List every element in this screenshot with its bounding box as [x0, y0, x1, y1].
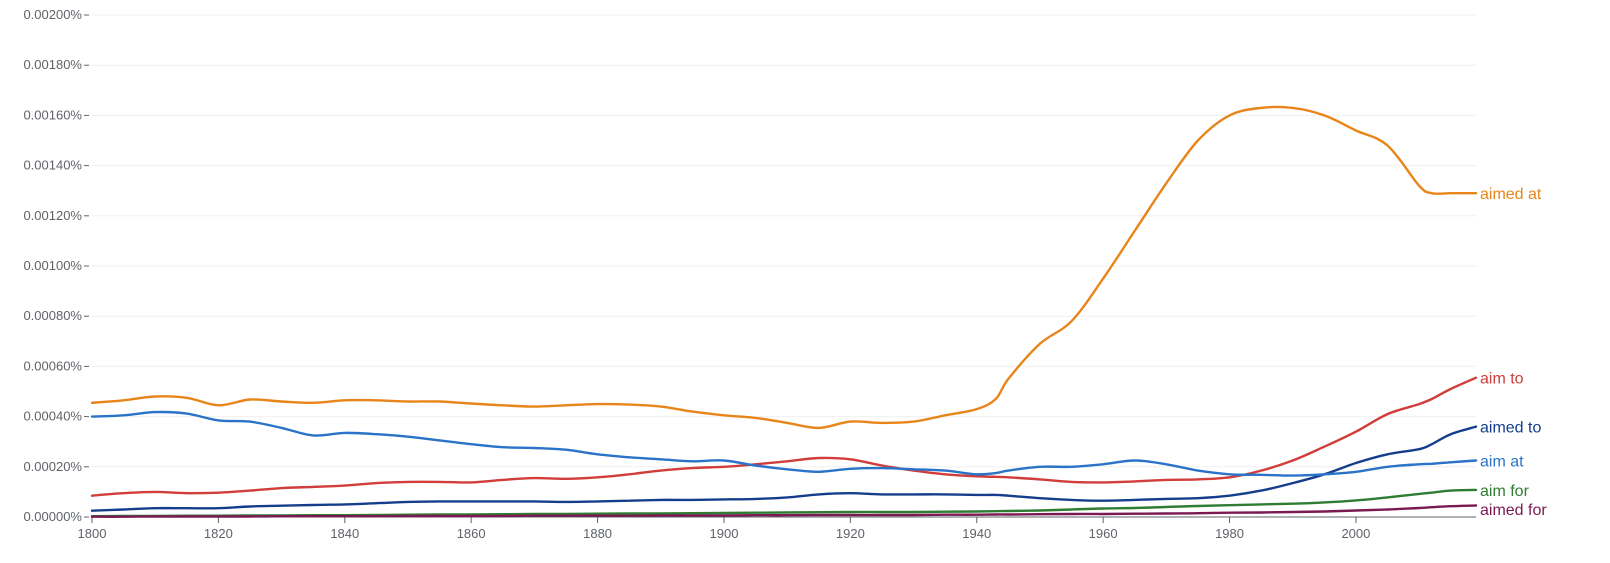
x-tick-label: 1840: [330, 526, 359, 541]
x-tick-label: 1980: [1215, 526, 1244, 541]
x-tick-label: 2000: [1341, 526, 1370, 541]
x-tick-label: 1960: [1089, 526, 1118, 541]
y-tick-label: 0.00100%: [23, 258, 82, 273]
y-tick-label: 0.00200%: [23, 7, 82, 22]
x-tick-label: 1880: [583, 526, 612, 541]
series-line-aim-at[interactable]: [90, 410, 1478, 477]
y-tick-label: 0.00180%: [23, 57, 82, 72]
x-tick-label: 1920: [836, 526, 865, 541]
y-tick-label: 0.00020%: [23, 459, 82, 474]
y-tick-label: 0.00000%: [23, 509, 82, 524]
x-tick-label: 1800: [78, 526, 107, 541]
y-tick-label: 0.00060%: [23, 358, 82, 373]
y-tick-label: 0.00140%: [23, 158, 82, 173]
y-tick-label: 0.00040%: [23, 409, 82, 424]
y-tick-label: 0.00160%: [23, 107, 82, 122]
y-tick-label: 0.00120%: [23, 208, 82, 223]
series-line-aimed-for[interactable]: [90, 504, 1478, 518]
series-label-aim-to[interactable]: aim to: [1480, 371, 1524, 388]
x-axis: 1800 1820 1840 1860 1880 1900 1920 1940 1960 1980…: [78, 516, 1476, 541]
series-line-aimed-at[interactable]: [90, 105, 1478, 430]
y-axis: 0.00000% 0.00020% 0.00040% 0.00060% 0.00080%…: [23, 7, 89, 524]
x-tick-label: 1940: [962, 526, 991, 541]
series-lines: [90, 105, 1478, 518]
x-tick-label: 1900: [710, 526, 739, 541]
series-label-aim-for[interactable]: aim for: [1480, 483, 1530, 500]
x-tick-label: 1820: [204, 526, 233, 541]
series-line-aim-to[interactable]: [90, 376, 1478, 497]
series-end-labels: aimed at aim to aimed to aim at aim for aimed…: [1480, 186, 1547, 519]
series-line-aimed-to[interactable]: [90, 425, 1478, 512]
x-tick-label: 1860: [457, 526, 486, 541]
series-label-aim-at[interactable]: aim at: [1480, 454, 1524, 471]
series-label-aimed-to[interactable]: aimed to: [1480, 420, 1541, 437]
grid-lines: [92, 14, 1476, 518]
series-label-aimed-for[interactable]: aimed for: [1480, 502, 1547, 519]
y-tick-label: 0.00080%: [23, 308, 82, 323]
series-label-aimed-at[interactable]: aimed at: [1480, 186, 1542, 203]
